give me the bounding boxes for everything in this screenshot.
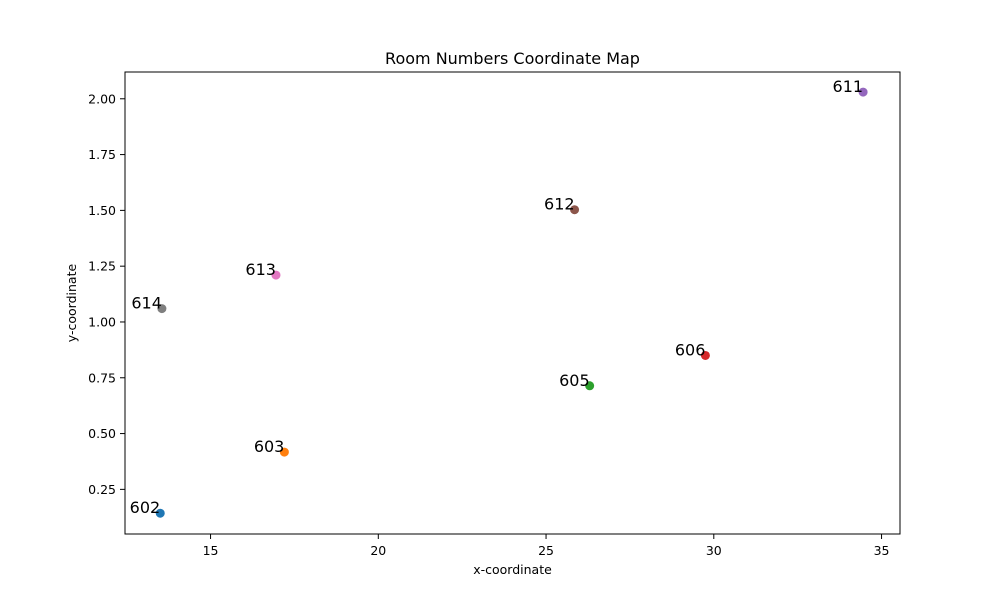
y-axis-label: y-coordinate: [64, 264, 79, 343]
point-label-612: 612: [544, 195, 575, 214]
plot-area: [124, 71, 901, 535]
chart-title: Room Numbers Coordinate Map: [385, 49, 640, 68]
plot-frame: [124, 71, 901, 535]
point-label-614: 614: [131, 294, 162, 313]
x-axis-label: x-coordinate: [473, 562, 552, 577]
point-label-602: 602: [130, 498, 161, 517]
data-point-612: [570, 205, 580, 215]
point-label-606: 606: [675, 340, 706, 359]
point-label-611: 611: [833, 77, 864, 96]
x-tick-label: 30: [706, 543, 722, 558]
y-axis: 0.25 0.50 0.75 1.00 1.25 1.50 1.75 2.00: [88, 91, 125, 497]
data-points: [155, 87, 868, 518]
y-tick-label: 0.75: [88, 370, 116, 385]
y-tick-label: 2.00: [88, 91, 116, 106]
point-label-613: 613: [245, 260, 276, 279]
y-tick-label: 1.50: [88, 203, 116, 218]
x-tick-label: 25: [538, 543, 554, 558]
data-point-602: [155, 508, 165, 518]
x-tick-label: 15: [203, 543, 219, 558]
point-label-603: 603: [254, 437, 285, 456]
data-point-603: [279, 447, 289, 457]
y-tick-label: 0.25: [88, 482, 116, 497]
y-tick-label: 1.25: [88, 259, 116, 274]
data-point-611: [858, 87, 868, 97]
x-tick-label: 20: [370, 543, 386, 558]
x-axis: 15 20 25 30 35: [203, 534, 890, 558]
data-point-613: [271, 270, 281, 280]
data-point-606: [700, 350, 710, 360]
data-point-605: [585, 381, 595, 391]
y-tick-label: 1.00: [88, 314, 116, 329]
y-tick-label: 0.50: [88, 426, 116, 441]
x-tick-label: 35: [874, 543, 890, 558]
point-label-605: 605: [559, 371, 590, 390]
y-tick-label: 1.75: [88, 147, 116, 162]
data-point-614: [157, 304, 167, 314]
data-labels: 602 603 605 606 611 612 613 614: [130, 77, 863, 517]
